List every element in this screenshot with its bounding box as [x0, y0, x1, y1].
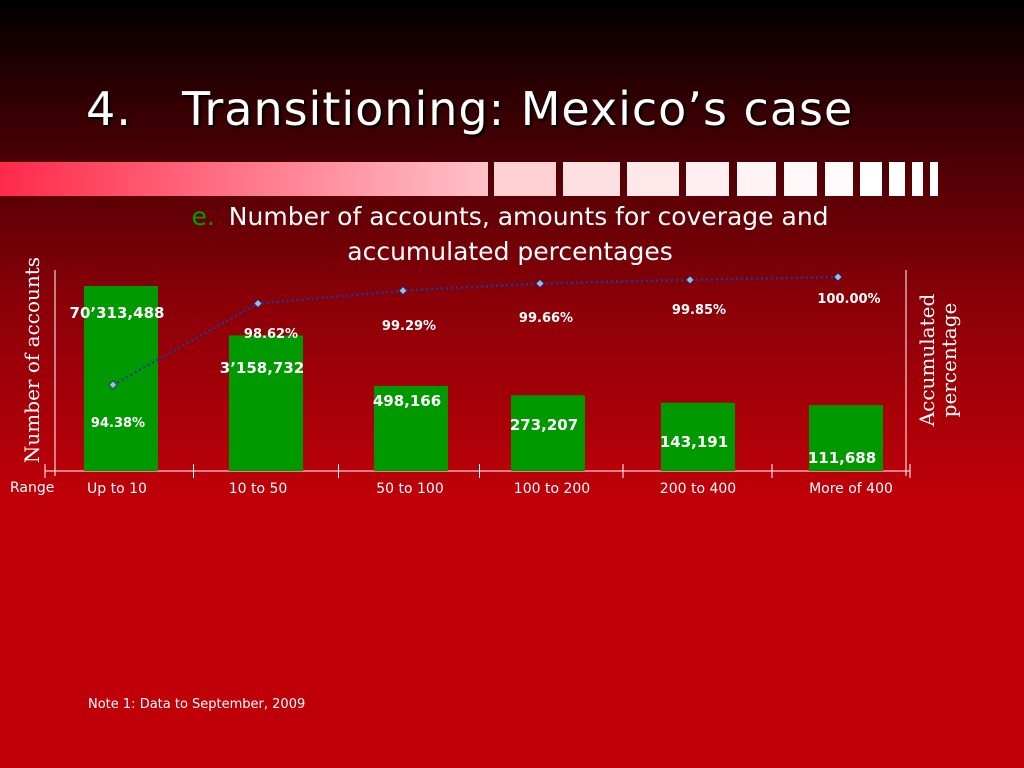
category-label-5: More of 400: [809, 481, 893, 497]
y-axis-label-left: Number of accounts: [20, 256, 44, 464]
slide-title: 4. Transitioning: Mexico’s case: [86, 82, 853, 136]
bar-5: [809, 405, 883, 471]
slide-title-number: 4.: [86, 82, 132, 136]
bar-4: [661, 402, 735, 471]
category-label-2: 50 to 100: [376, 481, 444, 497]
stripe-block: [825, 162, 853, 196]
bar-value-label-5: 111,688: [808, 449, 876, 467]
category-label-0: Up to 10: [87, 481, 147, 497]
stripe-block: [686, 162, 729, 196]
stripe-block: [563, 162, 620, 196]
subtitle-marker: e.: [191, 202, 215, 231]
percentage-point-4: [685, 275, 695, 285]
percentage-label-0: 94.38%: [91, 416, 145, 431]
stripe-block: [889, 162, 905, 196]
percentage-point-0: [108, 380, 118, 390]
category-label-3: 100 to 200: [514, 481, 590, 497]
percentage-line: [112, 275, 839, 386]
y-axis-label-right: Accumulated percentage: [915, 293, 961, 427]
bar-value-label-3: 273,207: [510, 416, 578, 434]
bar-value-label-2: 498,166: [373, 392, 441, 410]
percentage-label-1: 98.62%: [244, 327, 298, 342]
percentage-point-5: [833, 272, 843, 282]
bar-value-label-0: 70’313,488: [70, 304, 165, 322]
percentage-point-3: [535, 278, 545, 289]
stripe-block: [737, 162, 776, 196]
footnote: Note 1: Data to September, 2009: [88, 697, 306, 712]
chart-subtitle: e. Number of accounts, amounts for covera…: [110, 199, 910, 269]
stripe-block: [784, 162, 817, 196]
subtitle-line-1: e. Number of accounts, amounts for covera…: [110, 199, 910, 234]
bar-value-label-1: 3’158,732: [220, 359, 304, 377]
stripe-block: [627, 162, 679, 196]
stripe-block: [494, 162, 556, 196]
percentage-label-2: 99.29%: [382, 319, 436, 334]
percentage-label-4: 99.85%: [672, 303, 726, 318]
category-label-4: 200 to 400: [660, 481, 736, 497]
bar-0: [84, 286, 158, 471]
stripe-block: [912, 162, 923, 196]
percentage-label-5: 100.00%: [817, 292, 880, 307]
bar-3: [511, 395, 585, 471]
subtitle-text-2: accumulated percentages: [347, 237, 673, 266]
stripe-block: [930, 162, 938, 196]
stripe-block: [860, 162, 882, 196]
slide-title-text: Transitioning: Mexico’s case: [182, 82, 854, 136]
percentage-point-2: [398, 286, 408, 296]
stripe-gradient-bar: [0, 162, 488, 196]
percentage-point-1: [253, 298, 263, 309]
subtitle-text-1: Number of accounts, amounts for coverage…: [228, 202, 829, 231]
percentage-label-3: 99.66%: [519, 311, 573, 326]
bar-1: [229, 335, 303, 471]
x-axis-label: Range: [10, 480, 55, 496]
bar-2: [374, 385, 448, 471]
bar-value-label-4: 143,191: [660, 433, 728, 451]
category-label-1: 10 to 50: [229, 481, 288, 497]
